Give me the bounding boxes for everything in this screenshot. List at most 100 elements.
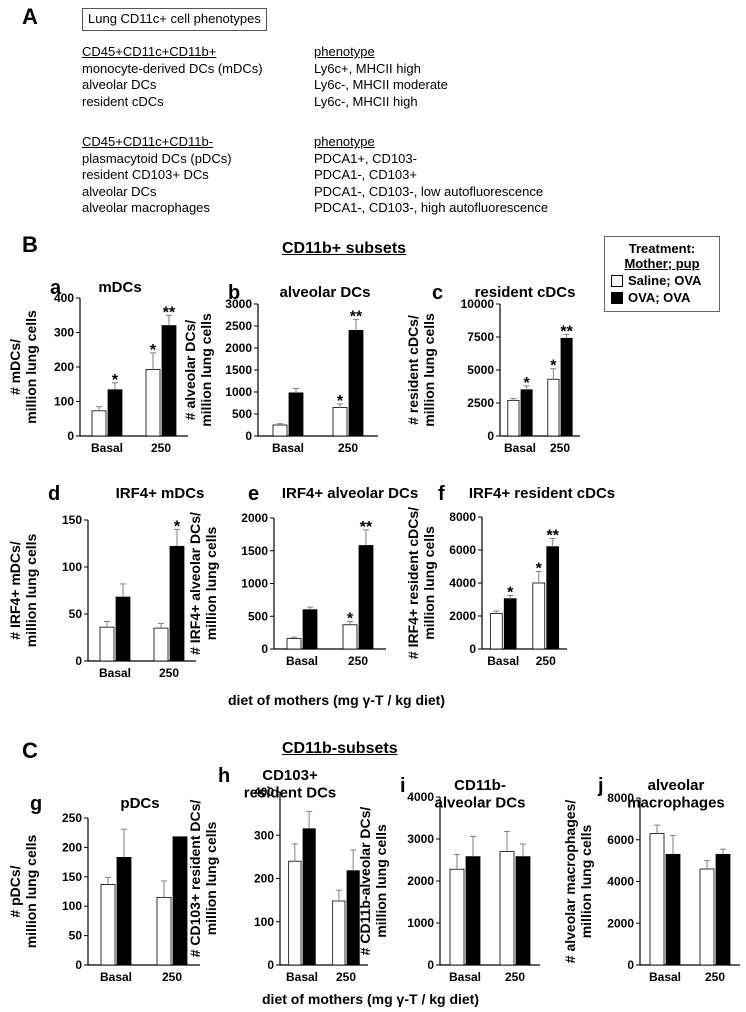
significance-marker: * [174, 518, 181, 535]
bar-saline [649, 833, 665, 966]
table-title: Lung CD11c+ cell phenotypes [82, 8, 267, 31]
x-tick-label: 250 [348, 654, 368, 668]
y-axis-label: # CD103+ resident DCs/million lung cells [187, 800, 219, 958]
bar-saline [99, 626, 115, 662]
phenotype-table-group-1: CD45+CD11c+CD11b+ monocyte-derived DCs (… [82, 44, 263, 110]
y-tick-label: 2000 [607, 916, 634, 930]
phenotype-column-group-1: phenotype Ly6c+, MHCII high Ly6c-, MHCII… [314, 44, 448, 110]
legend-label-saline: Saline; OVA [628, 273, 702, 288]
chart-panel-g: g pDCs # pDCs/million lung cells 0 50 100 150 2… [7, 793, 200, 984]
y-axis-label: # alveolar macrophages/million lung cell… [562, 800, 594, 964]
bar-ova [503, 598, 517, 650]
y-tick-label: 2000 [241, 511, 268, 525]
bar-saline [332, 406, 348, 437]
y-tick-label: 2500 [467, 396, 494, 410]
panel-letter: b [228, 282, 240, 304]
x-tick-label: 250 [151, 441, 171, 455]
legend-label-ova: OVA; OVA [628, 290, 691, 305]
y-tick-label: 300 [54, 326, 74, 340]
text-line: # IRF4+ alveolar DCs/ [187, 512, 203, 655]
group-2-phenotype-header: phenotype [314, 134, 375, 149]
x-tick-label: 250 [162, 970, 182, 984]
y-axis-label: # IRF4+ alveolar DCs/million lung cells [187, 512, 219, 655]
y-tick-label: 1000 [407, 916, 434, 930]
table-cell: PDCA1-, CD103-, high autofluorescence [314, 200, 549, 215]
table-cell: Ly6c+, MHCII high [314, 60, 421, 76]
y-axis-label: # mDCs/million lung cells [7, 310, 39, 424]
bar-saline [699, 868, 715, 966]
y-tick-label: 50 [69, 929, 83, 943]
y-tick-label: 200 [62, 840, 82, 854]
bar-ova [515, 856, 531, 966]
x-tick-label: 250 [338, 441, 358, 455]
panel-letter: j [597, 775, 604, 797]
panel-letter: g [30, 793, 42, 815]
bar-ova [465, 856, 481, 966]
x-axis-footer-c: diet of mothers (mg γ-T / kg diet) [262, 991, 480, 1007]
bar-ova [302, 609, 318, 650]
bar-saline [449, 868, 465, 966]
y-tick-label: 100 [62, 560, 82, 574]
cd11b-positive-header: CD11b+ subsets [282, 240, 407, 257]
y-axis-label: # pDCs/million lung cells [7, 835, 39, 949]
x-tick-label: Basal [649, 970, 681, 984]
y-tick-label: 6000 [449, 543, 476, 557]
text-line: million lung cells [373, 824, 389, 938]
panel-letter: f [438, 483, 445, 505]
table-row: resident cDCs [82, 93, 164, 109]
y-axis-label: # resident cDCs/million lung cells [405, 313, 437, 427]
y-tick-label: 0 [75, 654, 82, 668]
y-tick-label: 400 [254, 785, 274, 799]
chart-title: CD11b-alveolar DCs [435, 777, 526, 811]
text-line: # CD11b-alveolar DCs/ [357, 807, 373, 956]
panel-letter: i [400, 775, 406, 797]
chart-title: IRF4+ resident cDCs [469, 485, 615, 502]
x-tick-label: Basal [91, 441, 123, 455]
y-tick-label: 100 [62, 899, 82, 913]
y-tick-label: 10000 [461, 297, 495, 311]
y-tick-label: 2500 [225, 319, 252, 333]
table-row: alveolar DCs [82, 183, 157, 199]
table-cell: PDCA1-, CD103+ [314, 167, 417, 182]
y-axis-label: # IRF4+ mDCs/million lung cells [7, 534, 39, 648]
chart-title: mDCs [98, 279, 141, 296]
x-tick-label: 250 [536, 654, 556, 668]
bar-ova [115, 596, 131, 662]
table-row: plasmacytoid DCs (pDCs) [82, 150, 232, 166]
x-tick-label: 250 [705, 970, 725, 984]
y-tick-label: 8000 [607, 791, 634, 805]
y-tick-label: 3000 [407, 832, 434, 846]
table-cell: Ly6c-, MHCII moderate [314, 77, 448, 92]
y-tick-label: 2000 [407, 874, 434, 888]
y-axis-label: # CD11b-alveolar DCs/million lung cells [357, 807, 389, 956]
significance-marker: * [550, 358, 557, 375]
legend-item-saline: Saline; OVA [611, 273, 713, 288]
y-tick-label: 4000 [607, 875, 634, 889]
chart-panel-a: a mDCs # mDCs/million lung cells 0 100 200 300… [7, 277, 188, 455]
table-cell: PDCA1-, CD103-, low autofluorescence [314, 183, 544, 199]
x-tick-label: 250 [505, 970, 525, 984]
bar-ova [116, 856, 132, 966]
text-line: million lung cells [203, 527, 219, 641]
x-tick-label: Basal [504, 441, 536, 455]
bar-saline [547, 378, 560, 437]
y-tick-label: 1000 [225, 385, 252, 399]
panel-letter: d [48, 483, 60, 505]
x-tick-label: Basal [99, 666, 131, 680]
bar-saline [272, 424, 288, 437]
table-cell: Ly6c-, MHCII high [314, 93, 418, 109]
bar-ova [302, 828, 316, 966]
y-tick-label: 1000 [241, 577, 268, 591]
text-line: CD11b- [454, 777, 506, 794]
phenotype-table-group-2: CD45+CD11c+CD11b- plasmacytoid DCs (pDCs… [82, 134, 232, 217]
table-row: alveolar DCs [82, 77, 157, 92]
y-tick-label: 500 [248, 609, 268, 623]
bar-ova [560, 337, 573, 437]
chart-title: CD103+ resident DCs [244, 767, 337, 801]
chart-panel-d: d IRF4+ mDCs # IRF4+ mDCs/million lung cel… [7, 483, 204, 680]
text-line: million lung cells [421, 526, 437, 640]
x-tick-label: Basal [487, 654, 519, 668]
y-tick-label: 0 [67, 429, 74, 443]
chart-title: pDCs [120, 795, 159, 812]
